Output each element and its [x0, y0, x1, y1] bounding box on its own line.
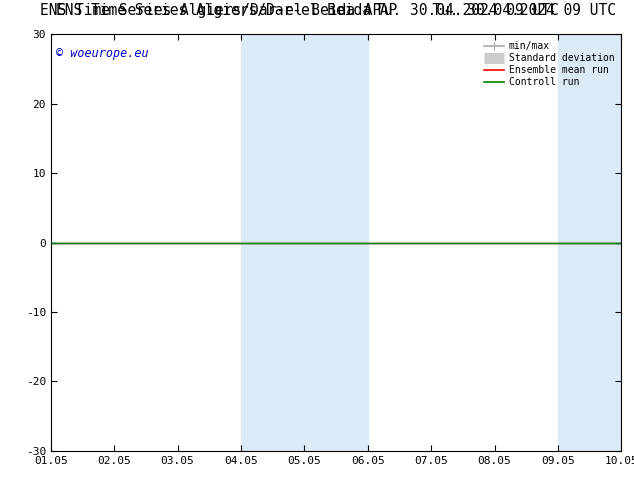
Text: © woeurope.eu: © woeurope.eu [56, 47, 149, 60]
Bar [558, 34, 621, 451]
Text: Tu. 30.04.2024 09 UTC: Tu. 30.04.2024 09 UTC [375, 2, 559, 18]
Legend: min/max, Standard deviation, Ensemble mean run, Controll run: min/max, Standard deviation, Ensemble me… [482, 39, 616, 89]
Bar [241, 34, 368, 451]
Text: ENS Time Series Algiers/Dar-el-Beida AP: ENS Time Series Algiers/Dar-el-Beida AP [40, 2, 381, 18]
Text: ENS Time Series Algiers/Dar-el-Beida AP    Tu. 30.04.2024 09 UTC: ENS Time Series Algiers/Dar-el-Beida AP … [56, 2, 616, 18]
